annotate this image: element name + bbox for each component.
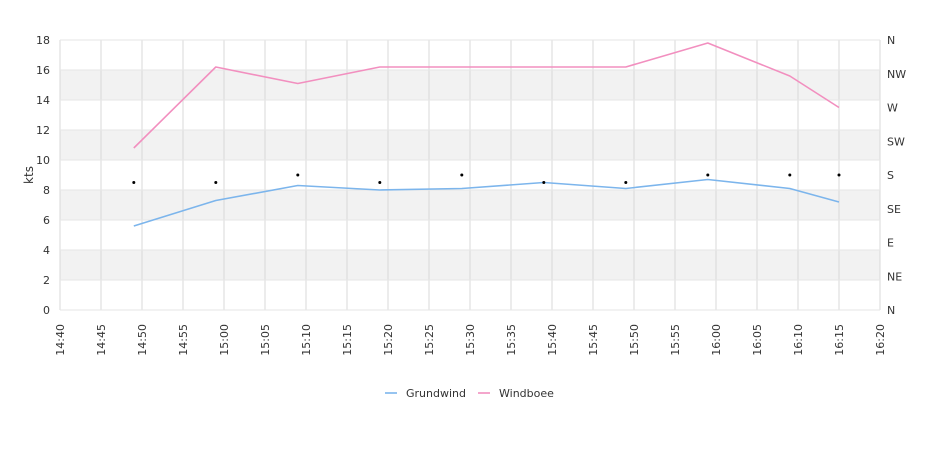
right-axis-ticks: N NE E SE S SW W NW N bbox=[887, 34, 906, 317]
x-tick-label: 16:15 bbox=[833, 324, 846, 356]
right-axis-label: N bbox=[887, 304, 895, 317]
direction-marker bbox=[214, 181, 218, 184]
x-tick-label: 16:05 bbox=[751, 324, 764, 356]
right-axis-label: SW bbox=[887, 135, 905, 148]
series-line bbox=[133, 42, 840, 149]
right-axis-label: W bbox=[887, 102, 898, 115]
x-tick-label: 15:50 bbox=[628, 324, 641, 356]
y-axis-label: kts bbox=[22, 166, 36, 184]
right-axis-label: E bbox=[887, 237, 894, 250]
x-tick-label: 14:45 bbox=[95, 324, 108, 356]
x-tick-label: 14:40 bbox=[54, 324, 67, 356]
vertical-gridlines bbox=[59, 40, 881, 310]
x-tick-label: 16:20 bbox=[874, 324, 887, 356]
y-tick-label: 6 bbox=[43, 214, 50, 227]
y-tick-label: 2 bbox=[43, 274, 50, 287]
y-tick-label: 8 bbox=[43, 184, 50, 197]
y-tick-label: 14 bbox=[36, 94, 50, 107]
legend-label: Windboee bbox=[499, 387, 554, 400]
right-axis-label: SE bbox=[887, 203, 901, 216]
y-axis-ticks: 0 2 4 6 8 10 12 14 16 18 bbox=[36, 34, 50, 317]
right-axis-label: S bbox=[887, 169, 894, 182]
right-axis-label: NW bbox=[887, 68, 906, 81]
direction-marker bbox=[542, 181, 546, 184]
direction-marker bbox=[378, 181, 382, 184]
y-tick-label: 0 bbox=[43, 304, 50, 317]
direction-marker bbox=[132, 181, 136, 184]
series-line bbox=[133, 178, 840, 227]
y-tick-label: 10 bbox=[36, 154, 50, 167]
direction-markers bbox=[132, 173, 841, 184]
x-tick-label: 15:15 bbox=[341, 324, 354, 356]
x-tick-label: 15:30 bbox=[464, 324, 477, 356]
x-axis-ticks: 14:40 14:45 14:50 14:55 15:00 15:05 15:10 15:15… bbox=[54, 324, 887, 356]
x-tick-label: 15:40 bbox=[546, 324, 559, 356]
x-tick-label: 14:50 bbox=[136, 324, 149, 356]
direction-marker bbox=[706, 173, 710, 177]
y-tick-label: 16 bbox=[36, 64, 50, 77]
legend: Grundwind Windboee bbox=[385, 387, 554, 400]
y-tick-label: 18 bbox=[36, 34, 50, 47]
direction-marker bbox=[296, 173, 300, 177]
y-tick-label: 4 bbox=[43, 244, 50, 257]
right-axis-label: N bbox=[887, 34, 895, 47]
direction-marker bbox=[788, 173, 792, 177]
direction-marker bbox=[837, 173, 841, 177]
horizontal-gridlines bbox=[60, 39, 880, 311]
y-tick-label: 12 bbox=[36, 124, 50, 137]
x-tick-label: 15:45 bbox=[587, 324, 600, 356]
x-tick-label: 15:10 bbox=[300, 324, 313, 356]
x-tick-label: 15:25 bbox=[423, 324, 436, 356]
x-tick-label: 15:00 bbox=[218, 324, 231, 356]
direction-marker bbox=[460, 173, 464, 177]
x-tick-label: 15:55 bbox=[669, 324, 682, 356]
direction-marker bbox=[624, 181, 628, 184]
series-lines bbox=[133, 42, 840, 227]
x-tick-label: 15:35 bbox=[505, 324, 518, 356]
x-tick-label: 14:55 bbox=[177, 324, 190, 356]
x-tick-label: 15:20 bbox=[382, 324, 395, 356]
right-axis-label: NE bbox=[887, 270, 902, 283]
x-tick-label: 16:00 bbox=[710, 324, 723, 356]
x-tick-label: 16:10 bbox=[792, 324, 805, 356]
x-tick-label: 15:05 bbox=[259, 324, 272, 356]
legend-label: Grundwind bbox=[406, 387, 466, 400]
